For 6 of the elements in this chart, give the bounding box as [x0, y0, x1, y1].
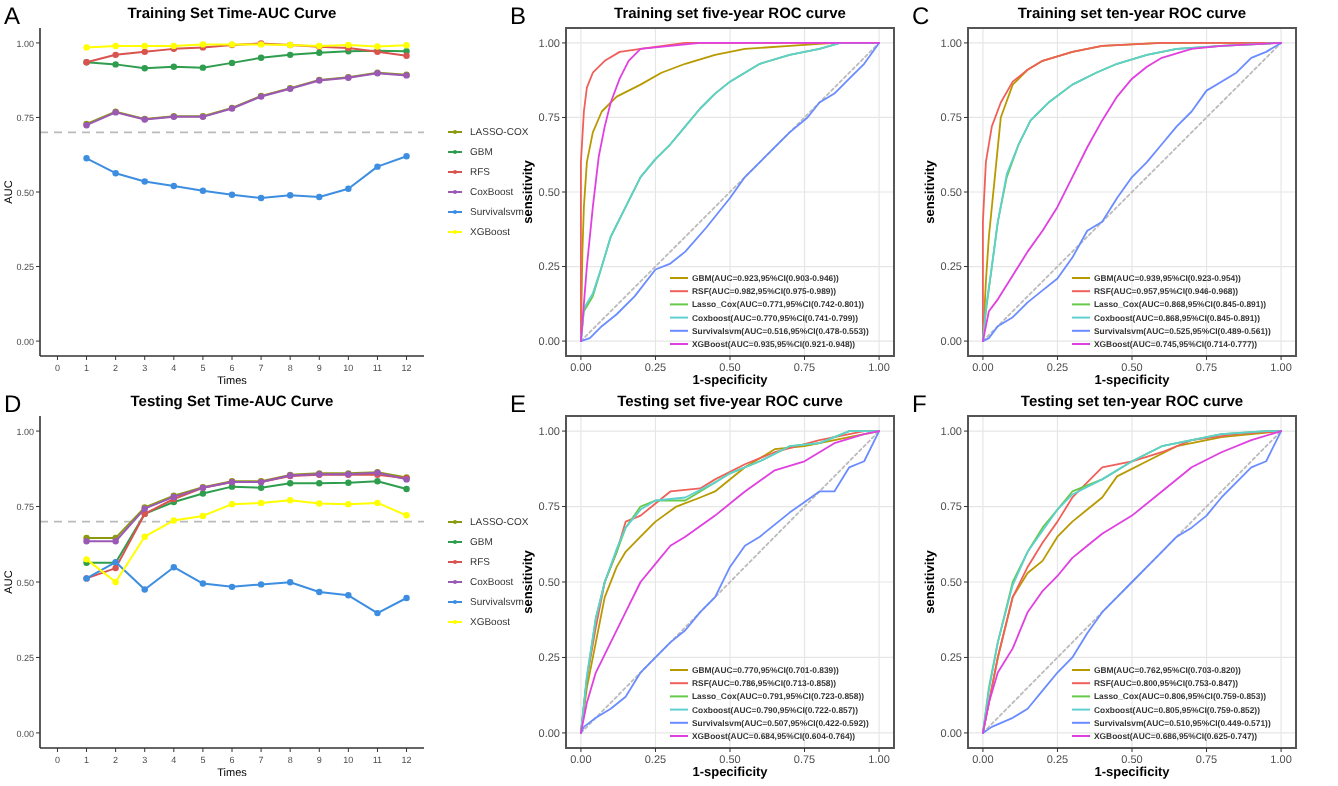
text: F: [912, 390, 927, 418]
text: D: [4, 390, 22, 418]
text: E: [510, 390, 527, 418]
text: C: [912, 2, 930, 30]
text: A: [4, 2, 21, 30]
text: B: [510, 2, 527, 30]
